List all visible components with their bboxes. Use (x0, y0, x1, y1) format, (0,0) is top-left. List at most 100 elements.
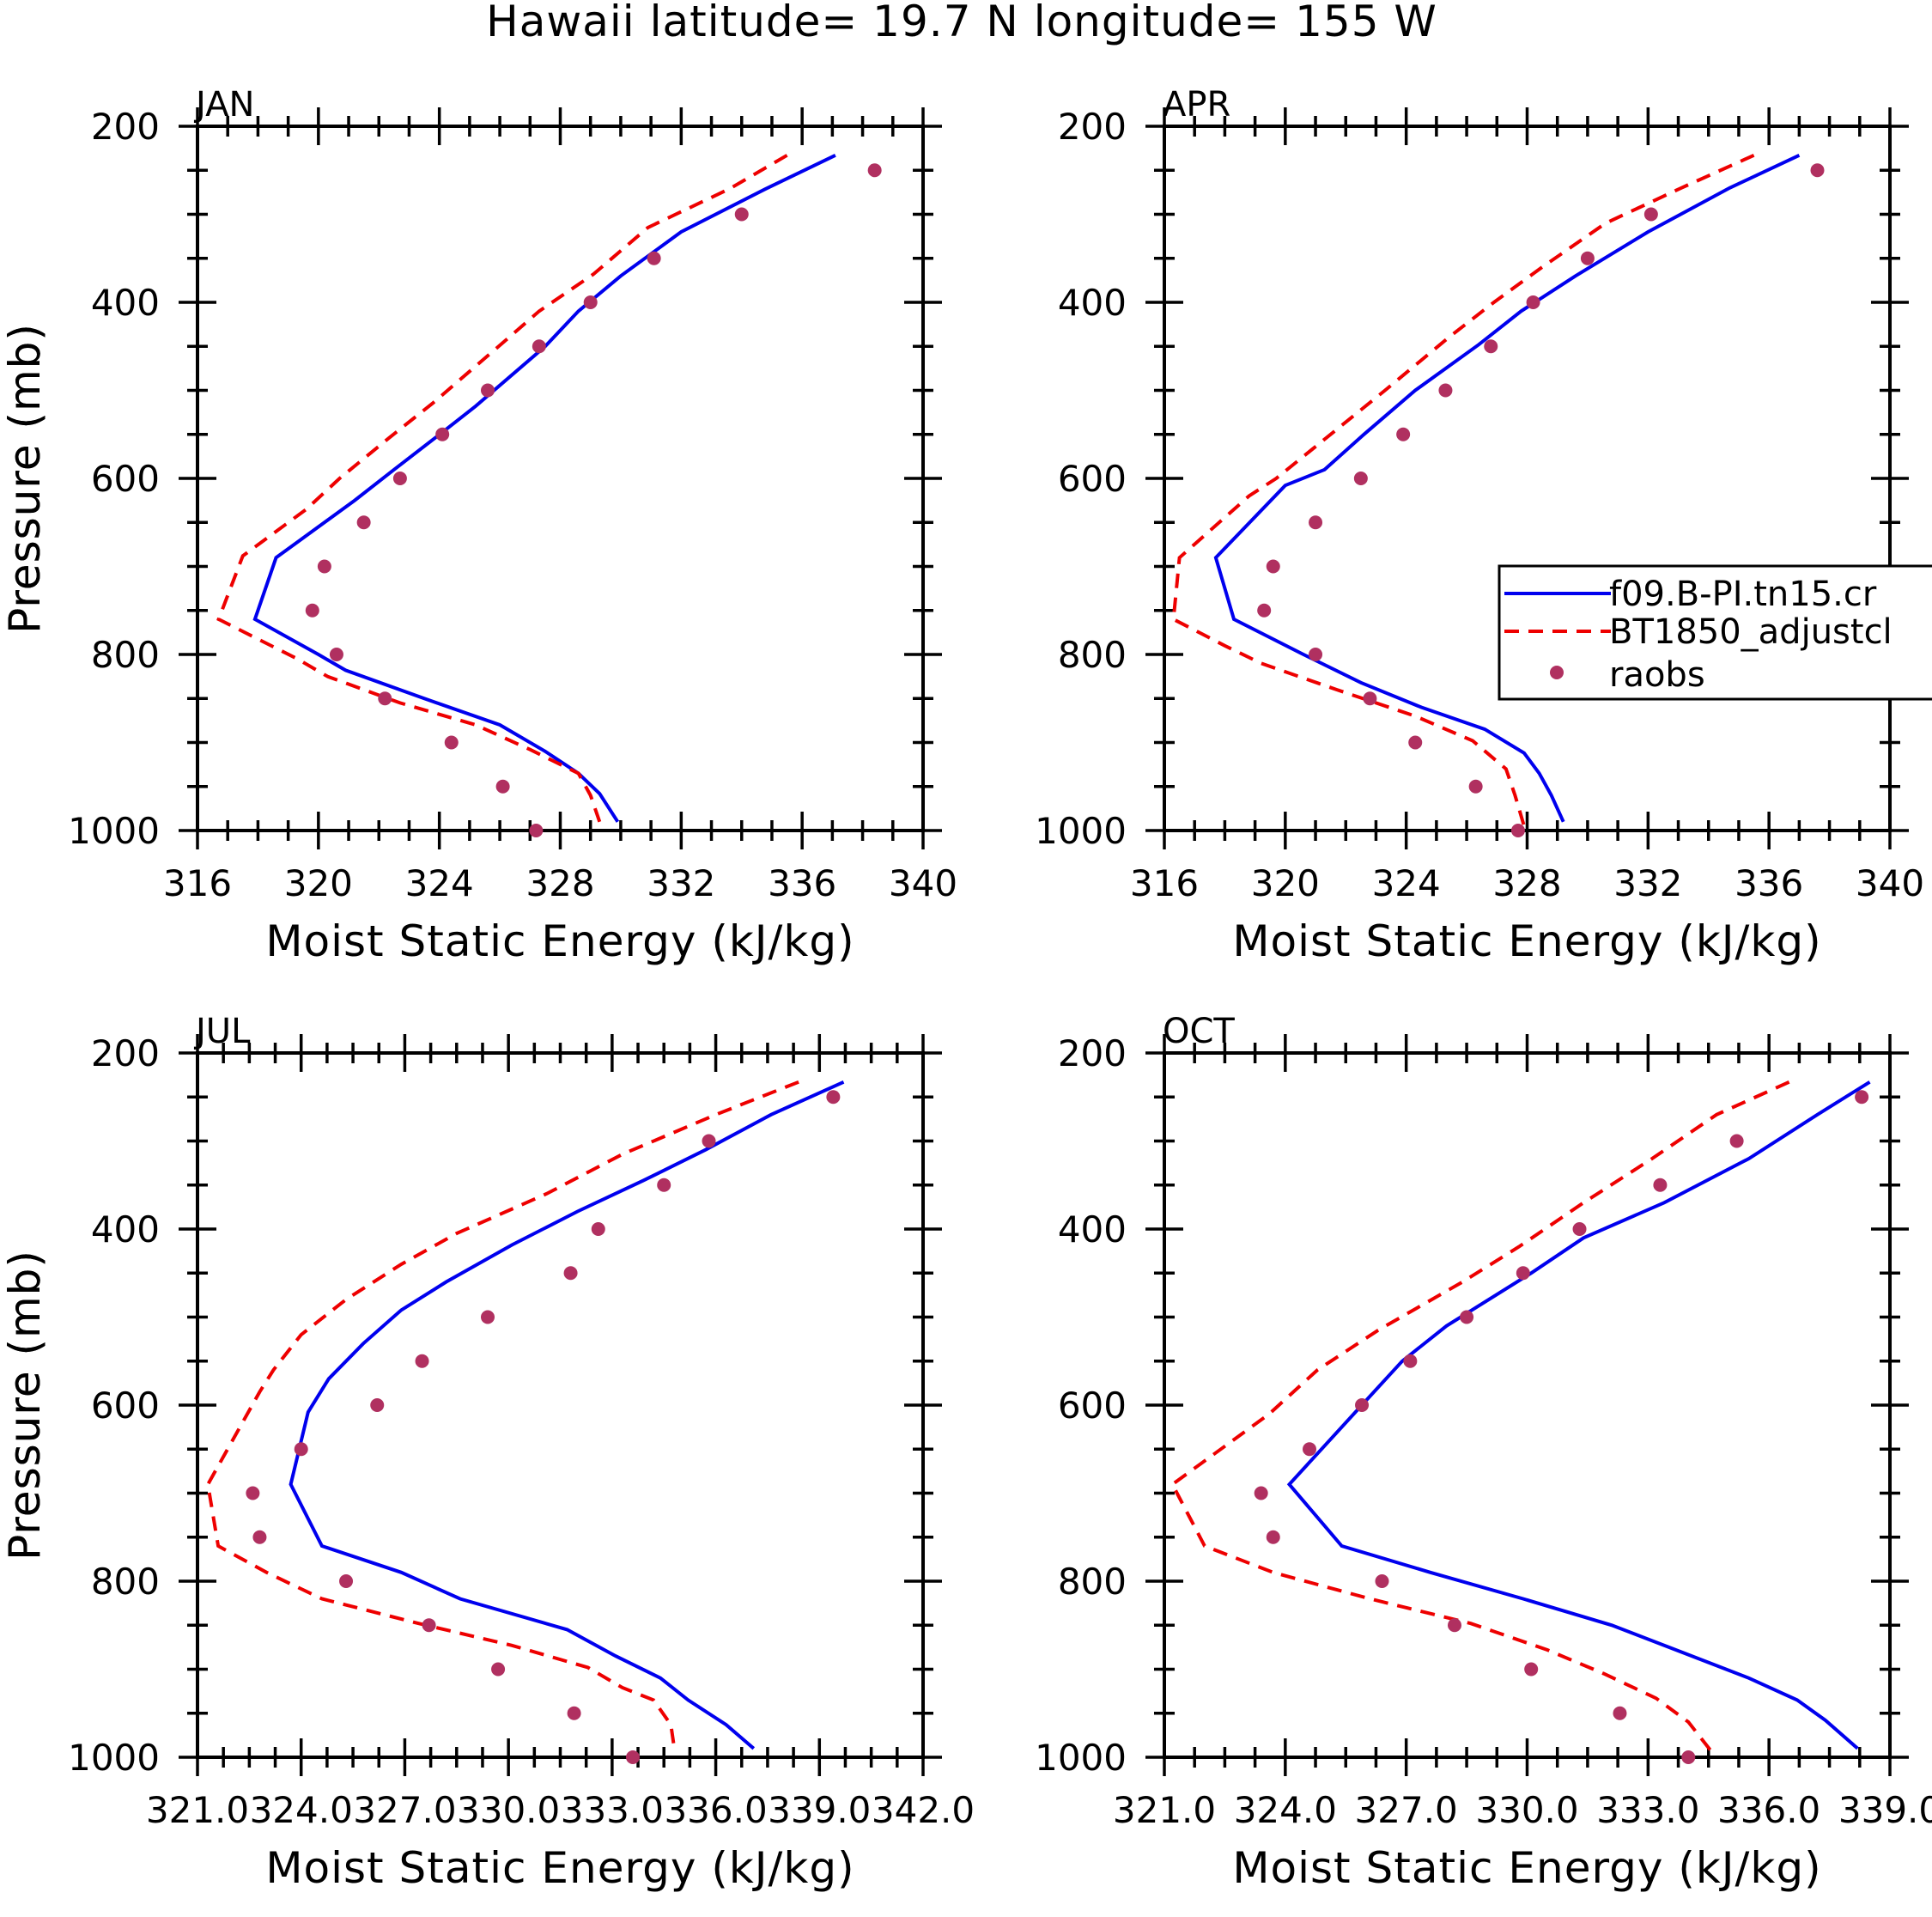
raobs-point (563, 1266, 578, 1281)
raobs-point (1309, 648, 1323, 661)
figure-title: Hawaii latitude= 19.7 N longitude= 155 W (486, 0, 1437, 46)
y-tick-label: 200 (91, 106, 160, 148)
x-tick-label: 330.0 (457, 1789, 560, 1831)
raobs-point (657, 1178, 671, 1192)
series-raobs (305, 163, 882, 837)
x-tick-label: 327.0 (353, 1789, 456, 1831)
raobs-point (481, 1310, 495, 1324)
x-axis-title: Moist Static Energy (kJ/kg) (1232, 916, 1821, 966)
raobs-point (444, 735, 459, 750)
raobs-point (1516, 1266, 1530, 1281)
x-tick-label: 333.0 (1596, 1789, 1699, 1831)
y-tick-label: 1000 (68, 810, 160, 852)
raobs-point (356, 515, 371, 530)
series-line-f09 (252, 153, 836, 823)
y-tick-label: 600 (91, 458, 160, 500)
series-line-f09 (1286, 1080, 1871, 1750)
x-tick-label: 324.0 (250, 1789, 353, 1831)
raobs-point (1363, 691, 1377, 706)
y-axis-title: Pressure (mb) (0, 1250, 50, 1561)
raobs-point (1580, 251, 1595, 265)
raobs-point (1254, 1486, 1268, 1500)
legend-raobs-marker (1550, 666, 1564, 679)
plot-frame (1163, 1051, 1892, 1759)
x-tick-label: 320 (1251, 862, 1320, 904)
x-tick-label: 327.0 (1355, 1789, 1458, 1831)
raobs-point (378, 691, 392, 706)
y-tick-label: 1000 (68, 1737, 160, 1779)
raobs-point (1408, 735, 1423, 750)
raobs-point (532, 339, 546, 354)
x-tick-label: 328 (526, 862, 594, 904)
raobs-point (529, 824, 544, 837)
raobs-point (567, 1706, 581, 1720)
y-tick-label: 200 (1058, 1032, 1127, 1074)
y-axis-title: Pressure (mb) (0, 1250, 50, 1561)
x-tick-label: 332 (1613, 862, 1682, 904)
raobs-point (1355, 1398, 1370, 1412)
y-tick-label: 400 (91, 1208, 160, 1251)
x-tick-label: 340 (1856, 862, 1924, 904)
legend-entry-label: raobs (1609, 655, 1705, 695)
raobs-point (583, 295, 598, 309)
x-tick-label: 324 (1372, 862, 1441, 904)
raobs-point (1855, 1090, 1869, 1105)
raobs-point (702, 1134, 716, 1148)
series-raobs (1254, 1090, 1869, 1764)
x-tick-label: 321.0 (146, 1789, 249, 1831)
y-tick-label: 800 (1058, 1561, 1127, 1603)
x-tick-label: 320 (284, 862, 353, 904)
raobs-point (647, 251, 661, 265)
raobs-point (1257, 603, 1272, 618)
panel-label: APR (1163, 85, 1230, 125)
x-axis-title: Moist Static Energy (kJ/kg) (265, 916, 854, 966)
raobs-point (1438, 383, 1453, 398)
raobs-point (415, 1354, 429, 1368)
raobs-point (1303, 1442, 1316, 1457)
x-tick-label: 316 (163, 862, 232, 904)
x-tick-label: 336.0 (664, 1789, 767, 1831)
raobs-point (1403, 1354, 1418, 1368)
series-line-f09 (289, 1080, 845, 1750)
x-tick-label: 330.0 (1475, 1789, 1578, 1831)
raobs-point (1460, 1310, 1474, 1324)
raobs-point (1353, 472, 1368, 485)
series-raobs (1257, 163, 1825, 837)
series-line-bt1850 (206, 1080, 799, 1750)
x-tick-label: 324.0 (1234, 1789, 1337, 1831)
y-tick-label: 200 (91, 1032, 160, 1074)
raobs-point (734, 207, 749, 222)
plot-frame (196, 125, 925, 832)
x-tick-label: 342.0 (872, 1789, 975, 1831)
x-tick-label: 333.0 (561, 1789, 664, 1831)
y-tick-label: 600 (91, 1384, 160, 1427)
y-tick-label: 600 (1058, 458, 1127, 500)
raobs-point (826, 1090, 841, 1105)
y-tick-label: 800 (1058, 634, 1127, 676)
y-tick-label: 400 (91, 282, 160, 324)
y-tick-label: 800 (91, 634, 160, 676)
x-tick-label: 336 (1735, 862, 1803, 904)
y-tick-label: 1000 (1035, 1737, 1127, 1779)
raobs-point (294, 1442, 308, 1457)
raobs-point (1653, 1178, 1668, 1192)
legend-entry-label: f09.B-PI.tn15.cr (1609, 575, 1877, 614)
raobs-point (591, 1222, 605, 1236)
raobs-point (495, 779, 510, 794)
raobs-point (1396, 427, 1411, 441)
raobs-point (867, 163, 882, 178)
raobs-point (1526, 295, 1540, 309)
x-tick-label: 339.0 (768, 1789, 871, 1831)
raobs-point (305, 603, 319, 618)
series-raobs (246, 1090, 841, 1764)
series-line-bt1850 (1170, 1080, 1790, 1755)
raobs-point (246, 1486, 260, 1500)
raobs-point (491, 1662, 506, 1677)
panel-label: JAN (193, 85, 254, 125)
raobs-point (626, 1750, 640, 1764)
